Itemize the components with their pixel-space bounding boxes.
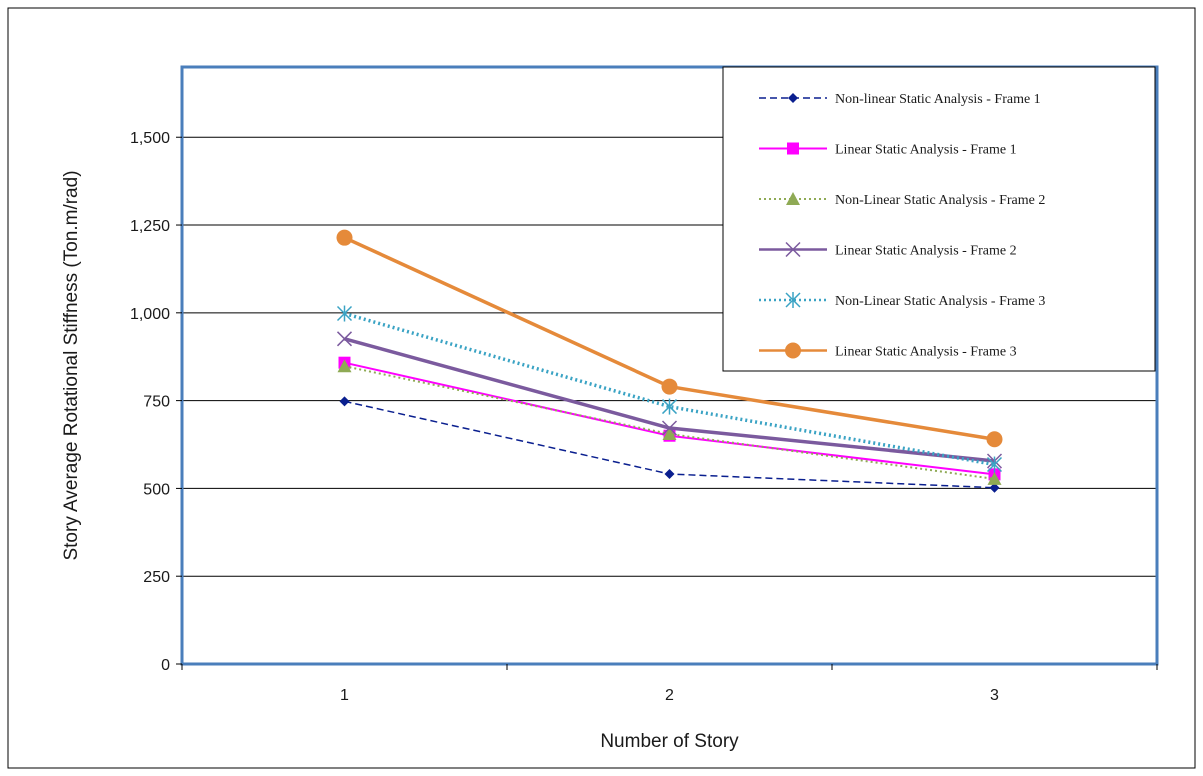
y-tick-label: 1,000 xyxy=(130,306,170,323)
legend-swatch-marker xyxy=(785,342,801,359)
axes: 0 250 500 750 1,000 1,250 1,500 1 2 3 xyxy=(130,130,1158,704)
data-point xyxy=(987,471,1002,485)
legend-item: Non-Linear Static Analysis - Frame 3 xyxy=(759,292,1045,309)
legend-item: Non-linear Static Analysis - Frame 1 xyxy=(759,92,1041,107)
legend-label: Non-Linear Static Analysis - Frame 2 xyxy=(835,193,1045,208)
data-point xyxy=(664,469,675,480)
data-point xyxy=(339,396,350,407)
x-tick-label: 3 xyxy=(990,687,999,704)
y-axis-title: Story Average Rotational Stiffness (Ton.… xyxy=(61,170,82,560)
legend-swatch-marker xyxy=(787,142,799,155)
legend-item: Non-Linear Static Analysis - Frame 2 xyxy=(759,192,1045,208)
y-tick-label: 0 xyxy=(161,657,170,674)
data-point xyxy=(661,420,678,436)
legend: Non-linear Static Analysis - Frame 1 Line… xyxy=(722,66,1156,372)
series-3 xyxy=(337,359,1002,485)
plot-area-border xyxy=(180,65,1159,666)
legend-label: Non-Linear Static Analysis - Frame 3 xyxy=(835,294,1045,309)
y-tick-label: 750 xyxy=(143,394,170,411)
legend-swatch-marker xyxy=(785,241,801,258)
legend-swatch-marker xyxy=(786,192,800,205)
y-tick-label: 250 xyxy=(143,569,170,586)
legend-box xyxy=(722,66,1156,372)
series-1 xyxy=(339,396,1000,493)
legend-label: Linear Static Analysis - Frame 1 xyxy=(835,143,1017,158)
legend-item: Linear Static Analysis - Frame 3 xyxy=(759,342,1017,360)
y-tick-label: 500 xyxy=(143,481,170,498)
data-point xyxy=(662,426,677,440)
y-tick-label: 1,250 xyxy=(130,218,170,235)
data-point xyxy=(336,305,353,322)
series-5 xyxy=(336,305,1003,473)
data-point xyxy=(336,331,353,347)
series-group xyxy=(336,229,1003,493)
y-tick-label: 1,500 xyxy=(130,130,170,147)
data-point xyxy=(986,456,1003,473)
legend-swatch-marker xyxy=(788,93,798,103)
data-point xyxy=(661,398,678,415)
legend-label: Non-linear Static Analysis - Frame 1 xyxy=(835,92,1041,107)
x-tick-label: 1 xyxy=(340,687,349,704)
legend-item: Linear Static Analysis - Frame 2 xyxy=(759,241,1017,259)
legend-item: Linear Static Analysis - Frame 1 xyxy=(759,142,1017,158)
legend-swatch-marker xyxy=(785,292,801,308)
data-point xyxy=(989,482,1000,493)
legend-label: Linear Static Analysis - Frame 3 xyxy=(835,345,1017,360)
data-point xyxy=(337,359,352,373)
x-axis-title: Number of Story xyxy=(600,731,739,752)
data-point xyxy=(986,431,1003,448)
data-point xyxy=(661,378,678,395)
x-tick-label: 2 xyxy=(665,687,674,704)
series-6 xyxy=(336,229,1003,448)
legend-label: Linear Static Analysis - Frame 2 xyxy=(835,244,1017,259)
data-point xyxy=(336,229,353,246)
